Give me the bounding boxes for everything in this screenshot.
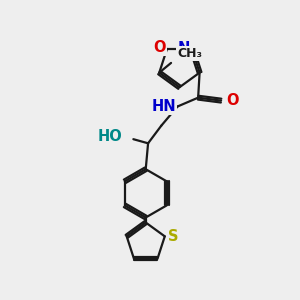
Text: O: O xyxy=(226,93,239,108)
Text: HN: HN xyxy=(152,99,176,114)
Text: S: S xyxy=(168,229,179,244)
Text: HO: HO xyxy=(98,129,122,144)
Text: CH₃: CH₃ xyxy=(177,47,202,60)
Text: O: O xyxy=(153,40,166,55)
Text: N: N xyxy=(178,41,190,56)
